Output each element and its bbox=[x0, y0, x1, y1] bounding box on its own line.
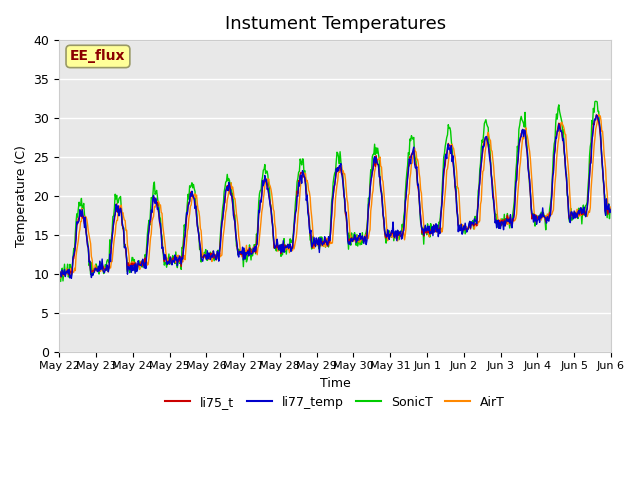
AirT bbox=[419, 211, 427, 216]
AirT bbox=[607, 204, 615, 210]
li77_temp bbox=[123, 257, 131, 263]
li75_t bbox=[593, 112, 600, 118]
Text: EE_flux: EE_flux bbox=[70, 49, 125, 63]
SonicT bbox=[208, 252, 216, 257]
AirT bbox=[179, 259, 187, 265]
Line: li75_t: li75_t bbox=[59, 115, 611, 277]
AirT bbox=[55, 269, 63, 275]
SonicT bbox=[57, 278, 65, 284]
Y-axis label: Temperature (C): Temperature (C) bbox=[15, 145, 28, 247]
Line: li77_temp: li77_temp bbox=[59, 115, 611, 278]
li75_t bbox=[208, 254, 216, 260]
SonicT bbox=[607, 208, 615, 214]
Line: SonicT: SonicT bbox=[59, 101, 611, 281]
li77_temp bbox=[419, 226, 427, 232]
li75_t bbox=[66, 269, 74, 275]
SonicT bbox=[179, 245, 187, 251]
li75_t bbox=[403, 181, 411, 187]
li75_t bbox=[607, 207, 615, 213]
li77_temp bbox=[607, 206, 615, 212]
Title: Instument Temperatures: Instument Temperatures bbox=[225, 15, 445, 33]
li77_temp bbox=[68, 276, 76, 281]
X-axis label: Time: Time bbox=[320, 377, 351, 390]
li77_temp bbox=[55, 272, 63, 277]
SonicT bbox=[55, 267, 63, 273]
li75_t bbox=[123, 257, 131, 263]
AirT bbox=[208, 259, 216, 264]
li75_t bbox=[179, 253, 187, 259]
AirT bbox=[595, 112, 602, 118]
li75_t bbox=[55, 268, 63, 274]
SonicT bbox=[66, 262, 74, 267]
li75_t bbox=[57, 274, 65, 280]
Legend: li75_t, li77_temp, SonicT, AirT: li75_t, li77_temp, SonicT, AirT bbox=[160, 391, 510, 414]
SonicT bbox=[592, 98, 600, 104]
li75_t bbox=[419, 227, 427, 232]
SonicT bbox=[123, 255, 131, 261]
li77_temp bbox=[403, 183, 411, 189]
li77_temp bbox=[179, 256, 187, 262]
Line: AirT: AirT bbox=[59, 115, 611, 278]
li77_temp bbox=[65, 266, 73, 272]
SonicT bbox=[419, 225, 427, 231]
AirT bbox=[56, 276, 64, 281]
AirT bbox=[123, 228, 131, 233]
SonicT bbox=[403, 169, 411, 175]
AirT bbox=[66, 270, 74, 276]
li77_temp bbox=[208, 252, 216, 258]
li77_temp bbox=[593, 112, 600, 118]
AirT bbox=[403, 211, 411, 216]
